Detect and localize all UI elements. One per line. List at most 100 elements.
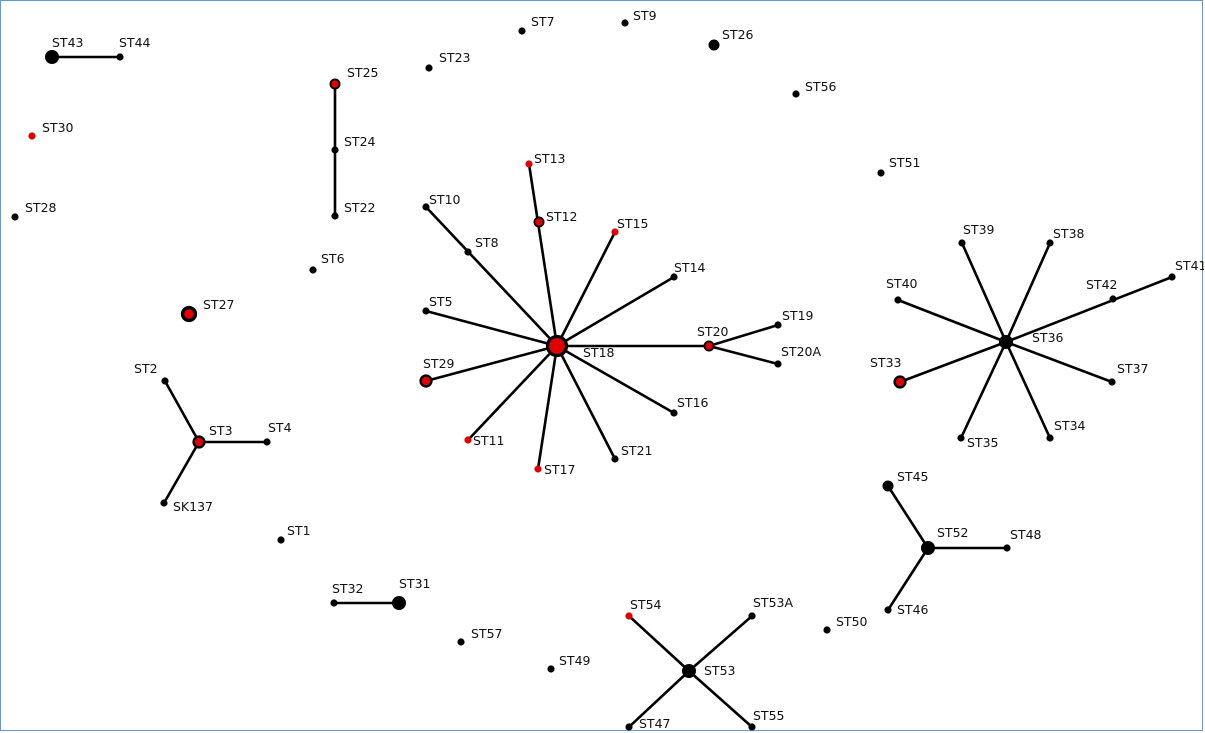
node-label-st24: ST24 (344, 134, 376, 149)
node-st55 (748, 723, 756, 731)
node-label-st25: ST25 (347, 65, 378, 80)
node-label-st41: ST41 (1175, 258, 1204, 273)
edge-st53-st47 (627, 669, 691, 729)
node-st7 (518, 27, 526, 35)
edge-st18-st21 (555, 344, 617, 461)
edge-st2-st3 (163, 379, 201, 444)
node-label-st27: ST27 (203, 297, 234, 312)
node-st47 (625, 723, 633, 731)
edge-st52-st45 (886, 484, 930, 550)
edge-st18-st17 (536, 344, 559, 471)
node-label-st37: ST37 (1117, 361, 1148, 376)
nodes-layer (11, 19, 1176, 731)
edge-st36-st40 (896, 298, 1008, 344)
node-st25 (329, 78, 341, 90)
node-st9 (621, 19, 629, 27)
node-st24 (331, 146, 339, 154)
edge-st18-st5 (424, 309, 559, 348)
edge-st3-sk137 (162, 440, 201, 505)
edge-st53-st54 (627, 614, 691, 673)
node-label-st23: ST23 (439, 50, 470, 65)
node-label-st49: ST49 (559, 653, 591, 668)
node-st1 (277, 536, 285, 544)
node-label-st56: ST56 (805, 79, 837, 94)
node-label-st15: ST15 (617, 216, 648, 231)
node-st51 (877, 169, 885, 177)
node-label-st21: ST21 (621, 443, 652, 458)
node-label-st4: ST4 (268, 420, 292, 435)
node-st42 (1109, 295, 1117, 303)
labels-layer: ST43 ST44 ST30 ST28 ST25 ST24 ST22 ST23 ST7 ST9 ST… (25, 8, 1204, 731)
node-label-st55: ST55 (753, 708, 784, 723)
node-st36 (999, 335, 1013, 349)
node-st50 (823, 626, 831, 634)
edge-st20-st19 (707, 323, 780, 348)
node-label-sk137: SK137 (173, 499, 213, 514)
node-st15 (611, 228, 619, 236)
node-st44 (116, 53, 124, 61)
node-label-st18: ST18 (583, 345, 615, 360)
node-st23 (425, 64, 433, 72)
node-st19 (774, 321, 782, 329)
node-st3 (192, 435, 206, 449)
edge-st18-st10 (424, 205, 559, 348)
node-st57 (457, 638, 465, 646)
node-label-st44: ST44 (119, 35, 151, 50)
edge-st36-st37 (1004, 340, 1114, 384)
node-st4 (263, 438, 271, 446)
node-label-st1: ST1 (287, 523, 311, 538)
node-label-st6: ST6 (321, 251, 345, 266)
node-st38 (1046, 239, 1054, 247)
node-label-st20a: ST20A (781, 344, 821, 359)
node-label-st53a: ST53A (753, 595, 793, 610)
edge-st36-st38 (1004, 241, 1052, 344)
node-st29 (419, 374, 433, 388)
edge-st20-st20a (707, 344, 780, 366)
node-st10 (422, 203, 430, 211)
node-label-st28: ST28 (25, 200, 57, 215)
node-st41 (1168, 273, 1176, 281)
node-st35 (957, 434, 965, 442)
node-st48 (1003, 544, 1011, 552)
edge-st18-st11 (466, 344, 559, 442)
node-st22 (331, 212, 339, 220)
node-label-st52: ST52 (937, 525, 968, 540)
node-label-st53: ST53 (704, 663, 735, 678)
node-label-st46: ST46 (897, 602, 929, 617)
node-st40 (894, 296, 902, 304)
node-sk137 (160, 499, 168, 507)
node-label-st10: ST10 (429, 192, 461, 207)
node-st49 (547, 665, 555, 673)
node-st20a (774, 360, 782, 368)
edge-st36-st34 (1004, 340, 1052, 440)
node-label-st26: ST26 (722, 27, 754, 42)
node-st14 (670, 273, 678, 281)
node-st56 (792, 90, 800, 98)
node-st13 (525, 160, 533, 168)
node-label-st48: ST48 (1010, 527, 1042, 542)
edge-st36-st33 (898, 340, 1008, 384)
node-st43 (45, 50, 59, 64)
node-label-st12: ST12 (546, 209, 577, 224)
node-label-st19: ST19 (782, 308, 814, 323)
node-label-st30: ST30 (42, 120, 74, 135)
edge-st18-st14 (555, 275, 676, 348)
node-label-st36: ST36 (1032, 330, 1064, 345)
node-label-st20: ST20 (697, 324, 729, 339)
node-st8 (464, 248, 472, 256)
node-label-st57: ST57 (471, 626, 502, 641)
node-label-st51: ST51 (889, 155, 920, 170)
node-label-st11: ST11 (473, 433, 504, 448)
edge-st53-st53a (687, 614, 754, 673)
node-label-st3: ST3 (209, 423, 233, 438)
node-st34 (1046, 434, 1054, 442)
edge-st36-st41 (1004, 275, 1174, 344)
node-label-st17: ST17 (544, 462, 575, 477)
node-st6 (309, 266, 317, 274)
node-label-st43: ST43 (52, 35, 83, 50)
node-st21 (611, 455, 619, 463)
node-st32 (330, 599, 338, 607)
node-label-st40: ST40 (886, 276, 918, 291)
node-label-st39: ST39 (963, 222, 995, 237)
node-st5 (422, 307, 430, 315)
